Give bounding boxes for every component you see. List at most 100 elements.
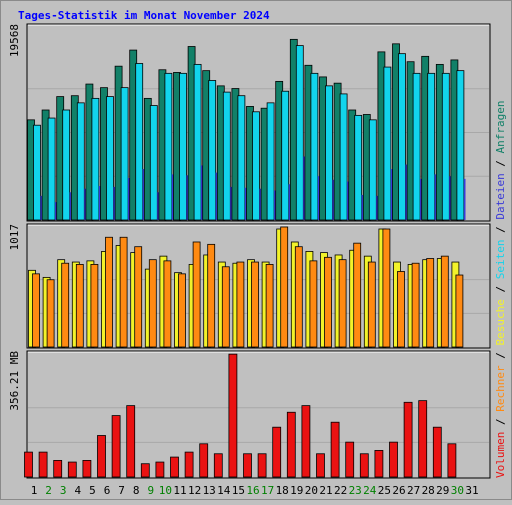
bar-rechner: [294, 246, 303, 348]
bar-dateien: [171, 174, 174, 220]
bar-seiten: [281, 90, 290, 221]
bar-rechner: [119, 236, 128, 348]
bar-seiten: [456, 70, 465, 221]
bar-dateien: [244, 187, 247, 220]
day-label: 16: [246, 484, 259, 497]
bar-seiten: [339, 93, 348, 221]
day-label: 4: [74, 484, 81, 497]
day-label: 8: [133, 484, 140, 497]
bar-dateien: [390, 169, 393, 220]
bar-volumen: [374, 450, 384, 478]
day-label: 14: [217, 484, 231, 497]
bar-dateien: [420, 178, 422, 220]
bar-volumen: [359, 453, 369, 478]
chart-title: Tages-Statistik im Monat November 2024: [18, 9, 270, 22]
bar-dateien: [347, 181, 349, 220]
bar-volumen: [243, 453, 252, 478]
bar-seiten: [295, 45, 304, 221]
day-label: 28: [422, 484, 435, 497]
legend-anfragen: Anfragen: [494, 100, 507, 153]
day-label: 5: [89, 484, 96, 497]
bar-dateien: [186, 175, 189, 220]
bar-seiten: [325, 85, 333, 221]
bar-rechner: [207, 243, 216, 348]
bar-seiten: [237, 95, 246, 221]
bar-volumen: [24, 451, 33, 478]
bar-volumen: [170, 456, 179, 478]
bar-seiten: [193, 63, 202, 221]
day-label: 26: [392, 484, 405, 497]
day-label: 30: [451, 484, 464, 497]
bar-volumen: [67, 461, 77, 478]
legend-volumen: Volumen: [494, 432, 507, 478]
day-label: 3: [60, 484, 67, 497]
bar-rechner: [309, 260, 318, 348]
axis-max-label-mid: 1017: [8, 224, 21, 251]
bar-dateien: [405, 164, 408, 220]
bar-rechner: [90, 264, 99, 348]
bar-dateien: [230, 186, 232, 220]
legend-seiten: Seiten: [494, 240, 507, 280]
bar-volumen: [403, 401, 413, 478]
legend-rechner: Rechner: [494, 365, 507, 412]
day-label: 10: [159, 484, 172, 497]
bar-volumen: [447, 443, 457, 478]
bar-volumen: [97, 435, 106, 478]
bar-dateien: [142, 169, 145, 220]
bar-dateien: [259, 188, 262, 220]
day-label: 7: [118, 484, 125, 497]
bar-volumen: [155, 461, 165, 478]
bar-rechner: [236, 261, 245, 348]
bar-rechner: [61, 262, 70, 348]
bar-dateien: [317, 176, 320, 220]
legend-separator: /: [494, 279, 507, 299]
bar-rechner: [32, 273, 40, 348]
day-label: 21: [319, 484, 332, 497]
legend-besuche: Besuche: [494, 299, 507, 345]
bar-seiten: [149, 105, 158, 221]
bar-seiten: [76, 102, 85, 221]
bar-rechner: [251, 261, 259, 348]
bar-volumen: [286, 411, 296, 478]
bar-dateien: [288, 184, 291, 220]
bar-dateien: [376, 195, 378, 220]
legend-separator: /: [494, 153, 507, 173]
bar-rechner: [265, 264, 274, 348]
bar-dateien: [55, 202, 57, 220]
bar-rechner: [353, 242, 362, 348]
day-label: 13: [203, 484, 216, 497]
bar-dateien: [84, 188, 86, 220]
bar-rechner: [440, 255, 449, 348]
bar-rechner: [46, 279, 55, 348]
bar-volumen: [316, 453, 325, 478]
bar-dateien: [332, 179, 335, 220]
bar-rechner: [397, 271, 405, 348]
bar-seiten: [398, 53, 406, 221]
bar-seiten: [222, 91, 231, 221]
bar-volumen: [301, 405, 311, 478]
axis-max-label-top: 19568: [8, 24, 21, 57]
day-label: 29: [436, 484, 449, 497]
bar-seiten: [310, 72, 319, 221]
day-label: 15: [232, 484, 245, 497]
legend-separator: /: [494, 346, 507, 366]
bar-rechner: [367, 261, 376, 348]
bar-seiten: [383, 66, 392, 221]
bar-seiten: [412, 72, 421, 221]
day-label: 9: [147, 484, 154, 497]
bar-seiten: [91, 97, 100, 221]
day-label: 31: [465, 484, 478, 497]
day-label: 23: [349, 484, 362, 497]
bar-volumen: [418, 400, 428, 478]
day-label: 6: [104, 484, 111, 497]
bar-volumen: [199, 443, 209, 478]
bar-rechner: [382, 228, 391, 348]
bar-volumen: [111, 415, 121, 478]
bar-dateien: [463, 178, 466, 220]
bar-seiten: [354, 114, 363, 221]
bar-dateien: [113, 186, 116, 220]
bar-seiten: [135, 63, 144, 221]
day-label: 22: [334, 484, 347, 497]
bar-rechner: [75, 264, 84, 348]
bar-rechner: [134, 246, 143, 348]
